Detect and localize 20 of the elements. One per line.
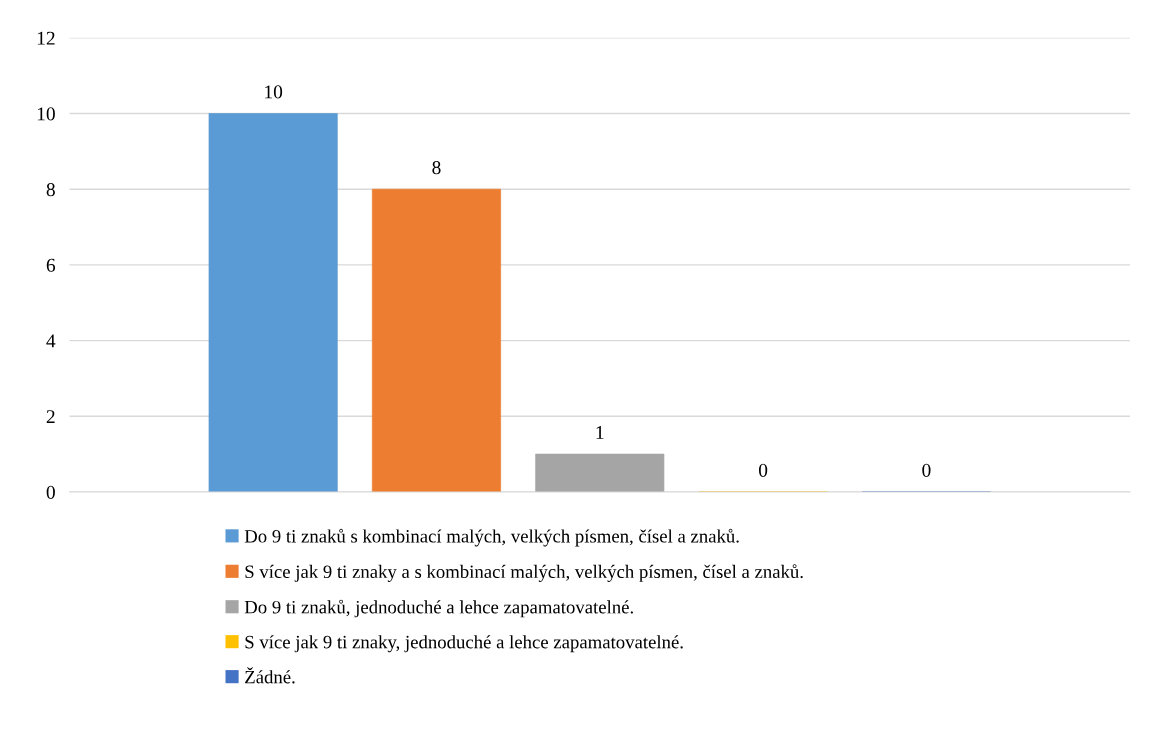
legend-label: S více jak 9 ti znaky a s kombinací malých, velkých písmen, čísel a znaků. xyxy=(245,564,803,582)
y-tick-label: 6 xyxy=(46,258,56,272)
data-label: 0 xyxy=(922,463,931,477)
data-label: 0 xyxy=(758,463,768,477)
legend-label: Do 9 ti znaků, jednoduché a lehce zapamatovatelné. xyxy=(244,599,633,618)
y-tick-label: 4 xyxy=(46,334,56,348)
y-tick-label: 0 xyxy=(46,485,55,499)
bar xyxy=(535,453,665,492)
y-tick-label: 2 xyxy=(46,410,55,424)
data-label: 8 xyxy=(432,161,441,175)
y-tick-label: 10 xyxy=(37,107,55,121)
legend-label: Žádné. xyxy=(245,667,295,684)
bar xyxy=(371,188,501,492)
legend-label: S více jak 9 ti znaky, jednoduché a lehce zapamatovatelné. xyxy=(245,635,683,653)
y-tick-label: 12 xyxy=(37,31,55,45)
y-tick-label: 8 xyxy=(46,183,55,197)
data-label: 10 xyxy=(265,85,283,99)
data-label: 1 xyxy=(596,426,604,439)
legend-label: Do 9 ti znaků s kombinací malých, velkých písmen, čísel a znaků. xyxy=(244,528,739,547)
bar xyxy=(208,113,338,492)
